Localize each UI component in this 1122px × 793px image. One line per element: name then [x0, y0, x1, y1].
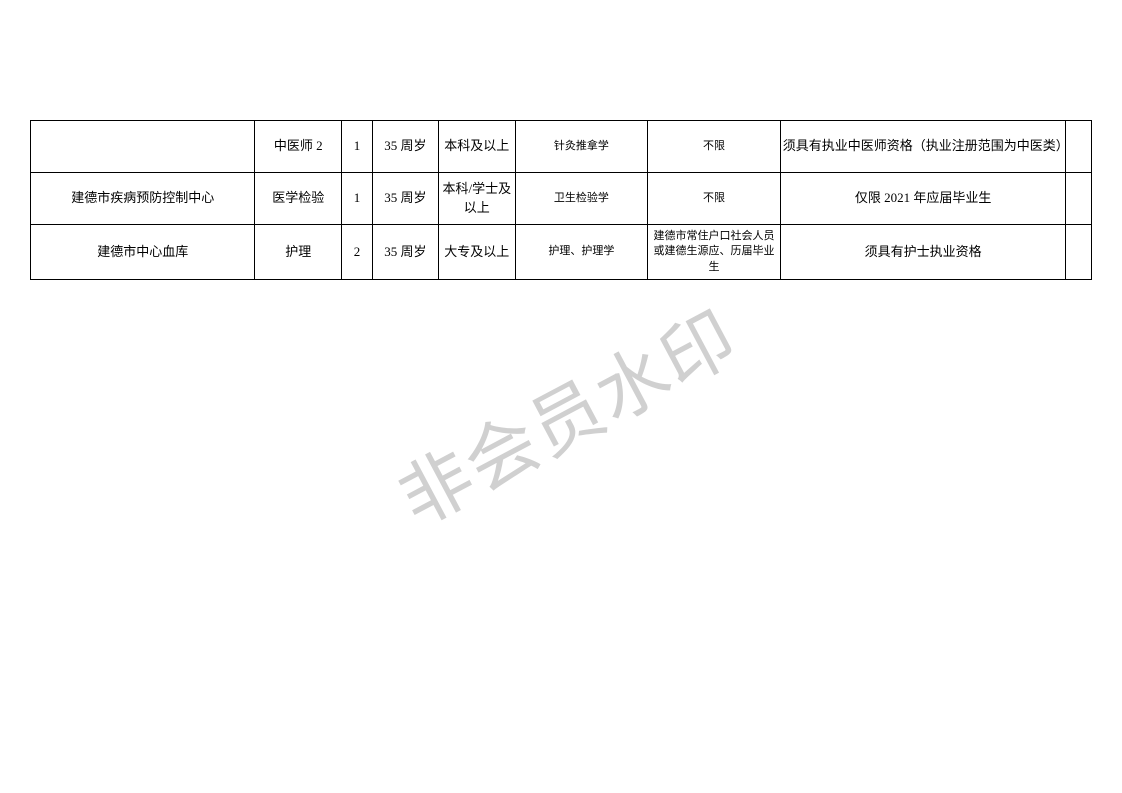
- cell-age: 35 周岁: [372, 225, 438, 280]
- cell-remark: [1066, 173, 1092, 225]
- cell-major: 护理、护理学: [515, 225, 648, 280]
- cell-position: 护理: [255, 225, 342, 280]
- cell-position: 医学检验: [255, 173, 342, 225]
- cell-count: 1: [342, 121, 373, 173]
- cell-scope: 不限: [648, 173, 781, 225]
- recruitment-table-container: 中医师 2 1 35 周岁 本科及以上 针灸推拿学 不限 须具有执业中医师资格（…: [30, 120, 1092, 280]
- recruitment-table: 中医师 2 1 35 周岁 本科及以上 针灸推拿学 不限 须具有执业中医师资格（…: [30, 120, 1092, 280]
- cell-remark: [1066, 225, 1092, 280]
- table-row: 中医师 2 1 35 周岁 本科及以上 针灸推拿学 不限 须具有执业中医师资格（…: [31, 121, 1092, 173]
- cell-age: 35 周岁: [372, 121, 438, 173]
- cell-remark: [1066, 121, 1092, 173]
- cell-position: 中医师 2: [255, 121, 342, 173]
- cell-major: 针灸推拿学: [515, 121, 648, 173]
- cell-age: 35 周岁: [372, 173, 438, 225]
- cell-count: 1: [342, 173, 373, 225]
- cell-requirement: 仅限 2021 年应届毕业生: [780, 173, 1066, 225]
- table-row: 建德市中心血库 护理 2 35 周岁 大专及以上 护理、护理学 建德市常住户口社…: [31, 225, 1092, 280]
- cell-requirement: 须具有执业中医师资格（执业注册范围为中医类）: [780, 121, 1066, 173]
- cell-org: 建德市疾病预防控制中心: [31, 173, 255, 225]
- cell-education: 大专及以上: [439, 225, 516, 280]
- cell-major: 卫生检验学: [515, 173, 648, 225]
- table-row: 建德市疾病预防控制中心 医学检验 1 35 周岁 本科/学士及以上 卫生检验学 …: [31, 173, 1092, 225]
- cell-education: 本科/学士及以上: [439, 173, 516, 225]
- cell-scope: 建德市常住户口社会人员或建德生源应、历届毕业生: [648, 225, 781, 280]
- watermark-text: 非会员水印: [377, 279, 753, 545]
- cell-org: [31, 121, 255, 173]
- cell-education: 本科及以上: [439, 121, 516, 173]
- cell-org: 建德市中心血库: [31, 225, 255, 280]
- cell-requirement: 须具有护士执业资格: [780, 225, 1066, 280]
- cell-count: 2: [342, 225, 373, 280]
- cell-scope: 不限: [648, 121, 781, 173]
